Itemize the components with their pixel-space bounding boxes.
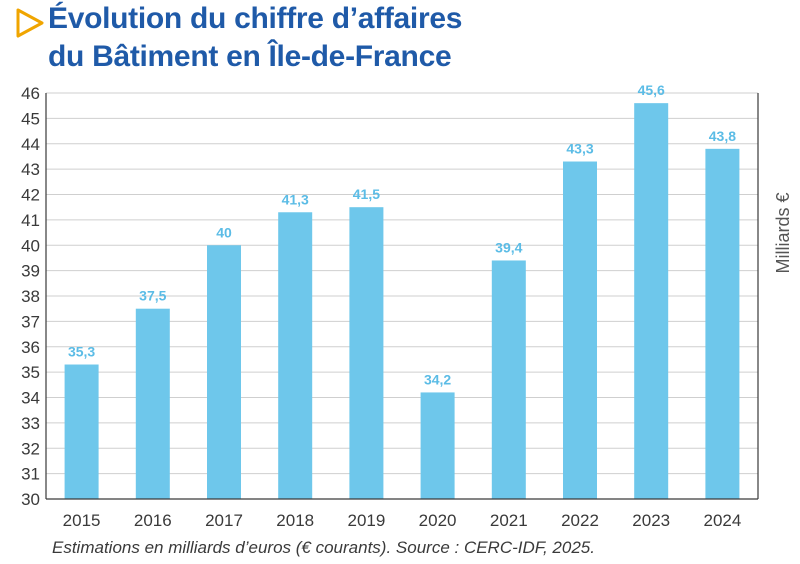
bar bbox=[491, 260, 526, 499]
y-tick-label: 43 bbox=[21, 160, 40, 179]
y-tick-label: 45 bbox=[21, 109, 40, 128]
bar bbox=[64, 364, 99, 499]
y-tick-label: 34 bbox=[21, 389, 40, 408]
play-arrow-icon bbox=[16, 8, 44, 38]
y-axis-label: Milliards € bbox=[773, 192, 793, 273]
bar bbox=[634, 103, 669, 500]
y-tick-label: 30 bbox=[21, 490, 40, 509]
y-tick-label: 39 bbox=[21, 262, 40, 281]
data-label: 37,5 bbox=[139, 288, 166, 304]
bar bbox=[278, 212, 313, 499]
data-label: 41,3 bbox=[282, 191, 309, 207]
labels-layer: 35,3 37,5 40 41,3 41,5 34,2 39,4 43,3 45,6 43,8 bbox=[68, 82, 736, 387]
bar bbox=[349, 207, 384, 499]
chart-caption: Estimations en milliards d’euros (€ cour… bbox=[52, 538, 595, 557]
data-label: 39,4 bbox=[495, 239, 522, 255]
x-tick-label: 2019 bbox=[347, 511, 385, 530]
y-tick-label: 36 bbox=[21, 338, 40, 357]
x-tick-label: 2016 bbox=[134, 511, 172, 530]
bar bbox=[135, 308, 170, 499]
x-tick-label: 2017 bbox=[205, 511, 243, 530]
data-label: 41,5 bbox=[353, 186, 380, 202]
bars-layer bbox=[64, 103, 740, 500]
x-tick-label: 2022 bbox=[561, 511, 599, 530]
y-tick-label: 42 bbox=[21, 186, 40, 205]
bar bbox=[207, 245, 241, 499]
x-tick-label: 2015 bbox=[63, 511, 101, 530]
x-tick-label: 2021 bbox=[490, 511, 528, 530]
x-tick-label: 2024 bbox=[703, 511, 741, 530]
y-tick-label: 32 bbox=[21, 439, 40, 458]
chart-title: Évolution du chiffre d’affaires du Bâtim… bbox=[14, 2, 462, 74]
data-label: 45,6 bbox=[638, 82, 665, 98]
y-tick-label: 46 bbox=[21, 84, 40, 103]
data-label: 34,2 bbox=[424, 371, 451, 387]
x-tick-label: 2018 bbox=[276, 511, 314, 530]
data-label: 43,3 bbox=[566, 141, 593, 157]
x-tick-label: 2020 bbox=[419, 511, 457, 530]
data-label: 43,8 bbox=[709, 128, 736, 144]
data-label: 40 bbox=[216, 224, 232, 240]
y-tick-label: 44 bbox=[21, 135, 40, 154]
y-tick-label: 40 bbox=[21, 236, 40, 255]
title-line-1: Évolution du chiffre d’affaires bbox=[48, 2, 463, 35]
data-label: 35,3 bbox=[68, 344, 95, 360]
bar bbox=[705, 148, 740, 499]
y-tick-label: 31 bbox=[21, 465, 40, 484]
axis-layer: 30 31 32 33 34 35 36 37 38 39 40 41 42 43 44 45 46 2015 20… bbox=[21, 84, 793, 530]
bar bbox=[563, 161, 597, 499]
title-line-2: du Bâtiment en Île-de-France bbox=[48, 40, 452, 73]
bar bbox=[420, 392, 455, 499]
x-tick-label: 2023 bbox=[632, 511, 670, 530]
y-tick-label: 33 bbox=[21, 414, 40, 433]
y-tick-label: 38 bbox=[21, 287, 40, 306]
y-tick-label: 41 bbox=[21, 211, 40, 230]
y-tick-label: 35 bbox=[21, 363, 40, 382]
y-tick-label: 37 bbox=[21, 312, 40, 331]
